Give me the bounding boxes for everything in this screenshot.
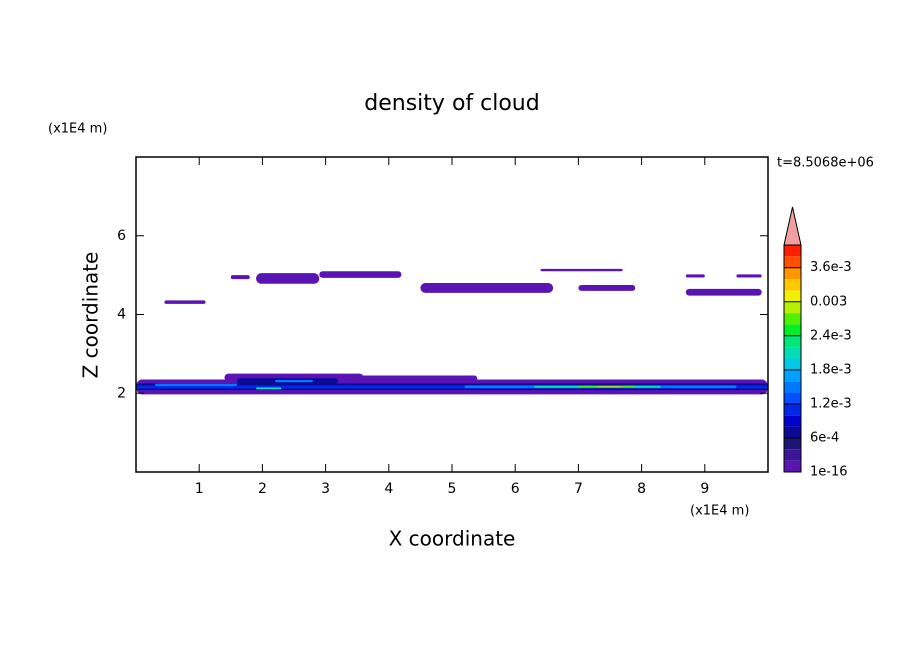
contour-patch xyxy=(275,379,313,383)
colorbar-band xyxy=(784,437,801,450)
contour-patch xyxy=(540,268,623,272)
contour-patch xyxy=(685,274,705,278)
colorbar-band xyxy=(784,426,801,438)
contour-patch xyxy=(164,300,206,304)
colorbar-band xyxy=(784,313,801,325)
y-tick-label: 4 xyxy=(117,307,126,323)
colorbar-band xyxy=(784,449,801,461)
x-tick-label: 7 xyxy=(574,481,583,497)
x-tick-label: 4 xyxy=(384,481,393,497)
colorbar-extension xyxy=(783,206,802,246)
contour-patch xyxy=(256,273,320,284)
contour-patch xyxy=(736,274,762,278)
y-unit: (x1E4 m) xyxy=(48,122,107,137)
colorbar-tick-label: 3.6e-3 xyxy=(810,260,852,275)
colorbar-band xyxy=(784,256,801,268)
y-axis-label: Z coordinate xyxy=(79,252,103,379)
colorbar-band xyxy=(784,369,801,382)
contour-patch xyxy=(685,288,762,296)
colorbar-band xyxy=(784,245,801,257)
colorbar-band xyxy=(784,324,801,336)
time-annotation: t=8.5068e+06 xyxy=(777,156,874,171)
x-unit: (x1E4 m) xyxy=(690,504,749,519)
chart-title: density of cloud xyxy=(364,91,539,116)
contour-patch xyxy=(597,386,623,388)
colorbar-band xyxy=(784,415,801,427)
colorbar-band xyxy=(784,347,801,359)
colorbar-band xyxy=(784,460,801,472)
colorbar-band xyxy=(784,267,801,280)
colorbar-band xyxy=(784,335,801,348)
colorbar-band xyxy=(784,290,801,302)
x-axis-label: X coordinate xyxy=(389,527,516,551)
x-tick-label: 1 xyxy=(195,481,204,497)
colorbar-band xyxy=(784,358,801,370)
colorbar-band xyxy=(784,381,801,393)
colorbar-tick-label: 6e-4 xyxy=(810,430,839,445)
x-tick-label: 9 xyxy=(700,481,709,497)
contour-patch xyxy=(256,387,282,390)
colorbar-band xyxy=(784,279,801,291)
contour-patch xyxy=(230,275,250,280)
colorbar-tick-label: 1.2e-3 xyxy=(810,396,852,411)
contour-patch xyxy=(154,383,238,387)
plot-frame xyxy=(135,156,769,473)
x-tick-label: 6 xyxy=(511,481,520,497)
colorbar-tick-label: 0.003 xyxy=(810,294,847,309)
colorbar-band xyxy=(784,301,801,314)
contour-patch xyxy=(357,375,478,382)
y-tick-label: 2 xyxy=(117,385,126,401)
x-tick-label: 2 xyxy=(258,481,267,497)
contour-patch xyxy=(319,271,402,278)
contour-patch xyxy=(420,283,554,293)
colorbar-band xyxy=(784,403,801,416)
x-tick-label: 5 xyxy=(448,481,457,497)
y-tick-label: 6 xyxy=(117,228,126,244)
x-tick-label: 3 xyxy=(321,481,330,497)
colorbar-tick-label: 1e-16 xyxy=(810,465,848,480)
contour-patch xyxy=(578,284,636,291)
colorbar-tick-label: 1.8e-3 xyxy=(810,362,852,377)
x-tick-label: 8 xyxy=(637,481,646,497)
colorbar-band xyxy=(784,392,801,404)
colorbar-tick-label: 2.4e-3 xyxy=(810,328,852,343)
